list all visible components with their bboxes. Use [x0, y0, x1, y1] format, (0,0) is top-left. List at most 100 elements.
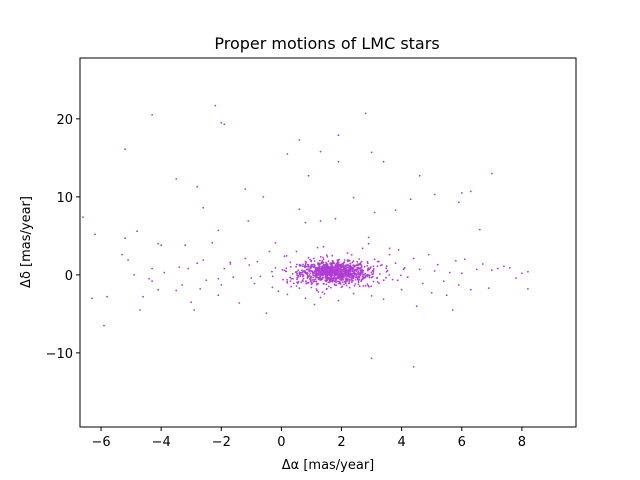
- data-point: [298, 272, 301, 275]
- data-point: [326, 256, 329, 258]
- data-point: [296, 282, 299, 285]
- data-point: [366, 260, 369, 263]
- data-point: [360, 265, 363, 267]
- data-point: [396, 279, 399, 282]
- data-point: [385, 267, 388, 270]
- data-point: [121, 253, 123, 256]
- data-point: [457, 201, 460, 204]
- data-point: [328, 276, 331, 279]
- data-point: [352, 277, 355, 280]
- data-point: [106, 295, 108, 298]
- data-point: [304, 260, 307, 263]
- data-point: [223, 123, 226, 126]
- data-point: [271, 275, 274, 278]
- data-point: [250, 277, 253, 279]
- data-point: [229, 263, 232, 265]
- y-axis-ticks: −10 0 10 20: [46, 113, 80, 362]
- data-point: [318, 274, 321, 276]
- data-point: [333, 268, 336, 271]
- data-point: [298, 208, 301, 211]
- data-point: [335, 271, 338, 274]
- data-point: [326, 279, 329, 281]
- data-point: [220, 121, 223, 124]
- data-point: [286, 293, 289, 296]
- x-tick-label: 2: [337, 435, 345, 450]
- data-point: [196, 185, 199, 188]
- data-point: [302, 280, 304, 282]
- data-point: [370, 285, 373, 287]
- data-point: [397, 249, 400, 251]
- data-point: [478, 228, 481, 231]
- data-point: [103, 324, 105, 327]
- data-point: [310, 283, 313, 286]
- data-point: [271, 286, 274, 289]
- data-point: [348, 276, 351, 279]
- data-point: [330, 271, 333, 274]
- data-point: [343, 283, 345, 286]
- data-point: [285, 255, 288, 257]
- data-point: [427, 253, 430, 256]
- data-point: [139, 309, 142, 311]
- data-point: [346, 270, 348, 273]
- data-point: [337, 134, 340, 137]
- data-point: [223, 267, 226, 270]
- data-point: [346, 252, 349, 254]
- data-point: [382, 298, 385, 300]
- data-point: [406, 276, 409, 279]
- data-point: [289, 261, 292, 264]
- data-point: [347, 278, 349, 280]
- data-point: [289, 265, 292, 268]
- data-point: [521, 272, 523, 275]
- data-point: [376, 277, 378, 280]
- data-point: [193, 309, 196, 311]
- data-point: [359, 267, 362, 269]
- data-point: [296, 272, 298, 275]
- data-point: [329, 262, 331, 265]
- data-point: [295, 263, 298, 266]
- data-point: [368, 276, 371, 279]
- data-point: [325, 277, 328, 279]
- data-point: [328, 281, 331, 283]
- data-point: [340, 270, 343, 272]
- data-point: [283, 255, 286, 258]
- data-point: [163, 271, 166, 274]
- data-point: [328, 285, 330, 288]
- data-point: [306, 282, 309, 284]
- data-point: [319, 275, 322, 278]
- x-axis-label: Δα [mas/year]: [282, 458, 375, 473]
- data-point: [322, 265, 325, 267]
- data-point: [385, 265, 388, 268]
- data-point: [307, 256, 310, 259]
- data-point: [285, 267, 288, 270]
- data-point: [347, 260, 349, 263]
- data-point: [366, 265, 369, 267]
- data-point: [339, 272, 342, 274]
- data-point: [314, 268, 317, 271]
- data-point: [296, 270, 298, 273]
- data-point: [304, 263, 307, 266]
- data-point: [368, 274, 371, 277]
- data-point: [306, 274, 309, 277]
- data-point: [306, 271, 308, 274]
- data-point: [211, 242, 214, 244]
- data-point: [527, 270, 529, 273]
- data-point: [357, 267, 360, 270]
- data-point: [371, 270, 374, 272]
- data-point: [306, 276, 309, 279]
- x-tick-label: 6: [458, 435, 466, 450]
- data-point: [325, 275, 328, 277]
- data-point: [316, 289, 318, 292]
- data-point: [336, 270, 339, 272]
- data-point: [289, 280, 292, 282]
- data-point: [325, 268, 328, 271]
- data-point: [348, 260, 351, 262]
- data-point: [370, 357, 373, 360]
- data-point: [306, 263, 309, 266]
- data-point: [124, 237, 126, 240]
- data-point: [475, 268, 478, 271]
- data-point: [342, 262, 345, 264]
- x-tick-label: 8: [518, 435, 526, 450]
- data-point: [339, 276, 342, 279]
- data-point: [353, 284, 356, 287]
- data-point: [229, 261, 232, 264]
